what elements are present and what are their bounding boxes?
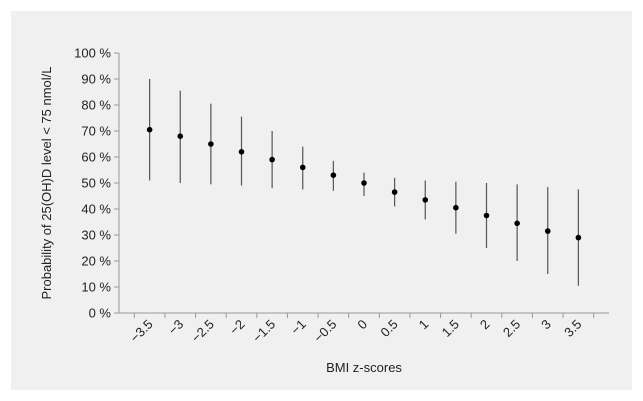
y-tick-label: 10 % [81,280,111,295]
data-point [361,180,367,186]
x-tick-label: −3 [165,317,186,338]
x-tick-label: 2.5 [500,317,523,340]
data-point [299,164,306,171]
x-tick-label: −0.5 [311,317,340,346]
y-tick-label: 70 % [81,124,111,139]
y-axis: 0 % 10 % 20 % 30 % 40 % 50 % 60 % 70 % 80 % 90 % 1… [74,46,120,321]
x-tick-label: 1.5 [439,317,462,340]
y-tick-label: 20 % [81,254,111,269]
data-point [514,220,520,227]
y-tick-label: 40 % [81,202,111,217]
data-point [177,133,184,139]
data-point [146,126,153,133]
x-tick-label: 1 [416,317,432,333]
x-tick-label: −2 [227,317,248,338]
data-point [208,141,214,147]
chart-figure: 0 % 10 % 20 % 30 % 40 % 50 % 60 % 70 % 80 % 90 % 1… [11,11,632,390]
data-point [422,197,429,203]
data-point [575,234,582,241]
x-tick-label: 2 [477,317,493,333]
x-tick-label: −1 [288,317,309,338]
data-points [146,126,582,241]
y-tick-label: 60 % [81,150,111,165]
x-tick-label: −1.5 [249,317,278,346]
x-tick-label: −2.5 [188,317,217,346]
y-tick-label: 100 % [74,46,111,61]
x-tick-label: 0.5 [377,317,400,340]
x-axis: −3.5 −3 −2.5 −2 −1.5 −1 −0.5 0 0.5 1 1.5 2 2.5 3 3.5 [119,312,609,346]
x-axis-title: BMI z-scores [326,360,402,375]
data-point [391,189,398,195]
data-point [238,149,245,155]
x-tick-label: 0 [354,317,370,333]
x-tick-label: 3.5 [561,317,584,340]
data-point [483,212,490,219]
x-tick-label: −3.5 [127,317,156,346]
y-tick-label: 50 % [81,176,111,191]
y-tick-label: 0 % [89,306,112,321]
x-tick-label: 3 [538,317,554,333]
data-point [453,204,459,211]
y-axis-title: Probability of 25(OH)D level < 75 nmol/L [39,66,54,299]
data-point [330,172,337,178]
data-point [269,156,275,163]
y-tick-label: 80 % [81,98,111,113]
data-point [544,228,551,234]
y-tick-label: 90 % [81,72,111,87]
chart-svg: 0 % 10 % 20 % 30 % 40 % 50 % 60 % 70 % 80 % 90 % 1… [39,46,609,375]
y-tick-label: 30 % [81,228,111,243]
